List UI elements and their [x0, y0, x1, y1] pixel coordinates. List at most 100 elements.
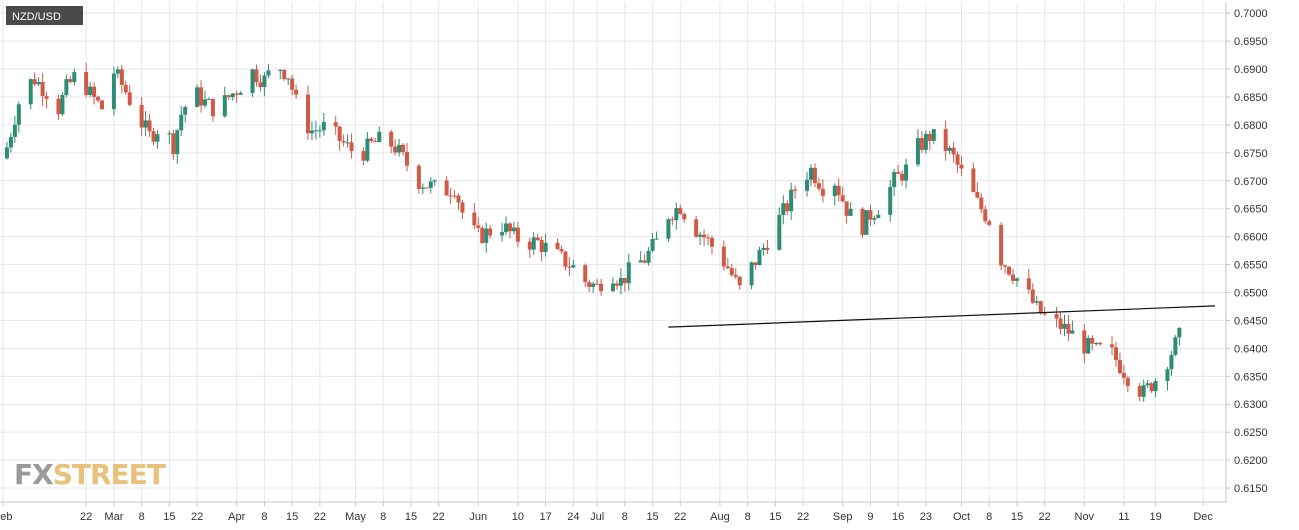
candle-body-up	[749, 262, 754, 286]
candle-body-down	[40, 82, 45, 97]
candle-body-up	[167, 133, 172, 135]
x-tick-label: Jul	[590, 511, 604, 523]
x-tick-label: 22	[797, 511, 809, 523]
candle-body-up	[428, 181, 433, 188]
candle-body-down	[416, 165, 421, 189]
candle-body-down	[361, 151, 366, 161]
x-tick-label: 22	[314, 511, 326, 523]
y-tick-label: 0.6200	[1234, 455, 1268, 467]
candle-body-down	[955, 154, 960, 165]
candle-body-down	[254, 69, 259, 83]
candle-body-down	[234, 93, 239, 95]
candle-body-up	[179, 114, 184, 131]
candle-body-down	[733, 274, 738, 277]
x-tick-label: 16	[892, 511, 904, 523]
candle-body-down	[1011, 274, 1015, 281]
x-tick-label: 10	[512, 511, 524, 523]
candle-body-down	[305, 94, 310, 134]
candle-body-up	[8, 136, 13, 148]
x-tick-label: 15	[1011, 511, 1023, 523]
x-tick-label: 15	[163, 511, 175, 523]
candle-body-up	[115, 69, 120, 74]
candle-body-down	[844, 201, 849, 216]
candle-body-down	[84, 72, 89, 95]
candle-body-up	[757, 249, 762, 266]
y-tick-label: 0.6600	[1234, 232, 1268, 244]
candle-body-down	[927, 133, 932, 141]
candle-body-down	[539, 240, 544, 253]
x-tick-label: Mar	[104, 511, 123, 523]
candle-body-down	[151, 131, 156, 142]
candle-body-down	[820, 188, 825, 197]
candle-body-down	[999, 224, 1004, 266]
x-tick-label: 8	[986, 511, 992, 523]
x-axis: Feb 22 Mar 8 15 22 Apr 8 15 22 May 8 15 22 Jun 10 17 24 Ju…	[0, 501, 1226, 523]
candle-body-down	[765, 247, 770, 250]
chart-title: NZD/USD	[12, 11, 61, 23]
candle-body-down	[678, 208, 683, 214]
candle-body-up	[1173, 337, 1178, 355]
candle-body-down	[836, 185, 841, 196]
candle-body-up	[1145, 383, 1150, 386]
y-tick-label: 0.6350	[1234, 371, 1268, 383]
candle-body-down	[900, 173, 905, 181]
x-tick-label: 22	[191, 511, 203, 523]
candle-body-up	[230, 93, 235, 98]
x-tick-label: 8	[380, 511, 386, 523]
candle-body-down	[706, 237, 711, 239]
candle-body-down	[682, 213, 687, 220]
candle-body-down	[123, 84, 128, 93]
x-tick-label: Sep	[833, 511, 853, 523]
x-tick-label: 11	[1118, 511, 1129, 523]
candle-body-up	[397, 144, 402, 153]
candle-body-down	[100, 100, 105, 110]
trendline-layer	[668, 305, 1216, 328]
x-tick-label: Jun	[469, 511, 487, 523]
candle-body-up	[872, 218, 877, 220]
x-tick-label: 8	[745, 511, 751, 523]
candle-body-up	[646, 250, 651, 263]
candle-body-down	[1082, 330, 1087, 354]
fxstreet-watermark: FXSTREET	[14, 458, 167, 491]
candle-body-up	[155, 134, 160, 142]
candle-body-up	[309, 130, 314, 134]
candle-body-up	[365, 138, 370, 161]
candle-body-down	[226, 95, 231, 98]
candle-body-up	[60, 95, 65, 115]
candle-body-up	[1034, 301, 1039, 303]
candle-body-down	[448, 195, 453, 197]
x-tick-label: 9	[867, 511, 873, 523]
candle-body-up	[266, 70, 271, 76]
candle-body-down	[785, 203, 790, 212]
candle-body-down	[1007, 266, 1012, 275]
candle-body-up	[698, 234, 703, 237]
candle-body-down	[622, 277, 627, 284]
y-tick-label: 0.7000	[1234, 8, 1268, 20]
y-tick-label: 0.6400	[1234, 343, 1268, 355]
candle-body-down	[567, 266, 572, 268]
candle-body-up	[1177, 327, 1182, 338]
candle-body-down	[812, 167, 817, 184]
candle-body-down	[595, 283, 600, 285]
candle-body-down	[389, 131, 394, 147]
candle-body-up	[654, 238, 659, 240]
candle-body-up	[175, 130, 180, 155]
candle-body-up	[777, 215, 782, 250]
y-tick-label: 0.6450	[1234, 315, 1268, 327]
candle-body-down	[369, 138, 374, 141]
candle-body-up	[931, 129, 936, 141]
candle-body-down	[642, 260, 647, 263]
candle-body-up	[809, 167, 813, 180]
y-tick-label: 0.6750	[1234, 148, 1268, 160]
candle-body-up	[262, 75, 267, 88]
candle-body-down	[333, 122, 338, 127]
candle-body-down	[460, 202, 465, 213]
x-tick-label: Dec	[1193, 511, 1213, 523]
candle-body-down	[424, 187, 429, 189]
candle-body-up	[511, 227, 516, 232]
candle-body-down	[472, 212, 477, 226]
candle-body-up	[571, 265, 576, 268]
candle-body-up	[915, 138, 920, 165]
candle-body-down	[68, 79, 73, 83]
candle-body-up	[638, 260, 643, 263]
